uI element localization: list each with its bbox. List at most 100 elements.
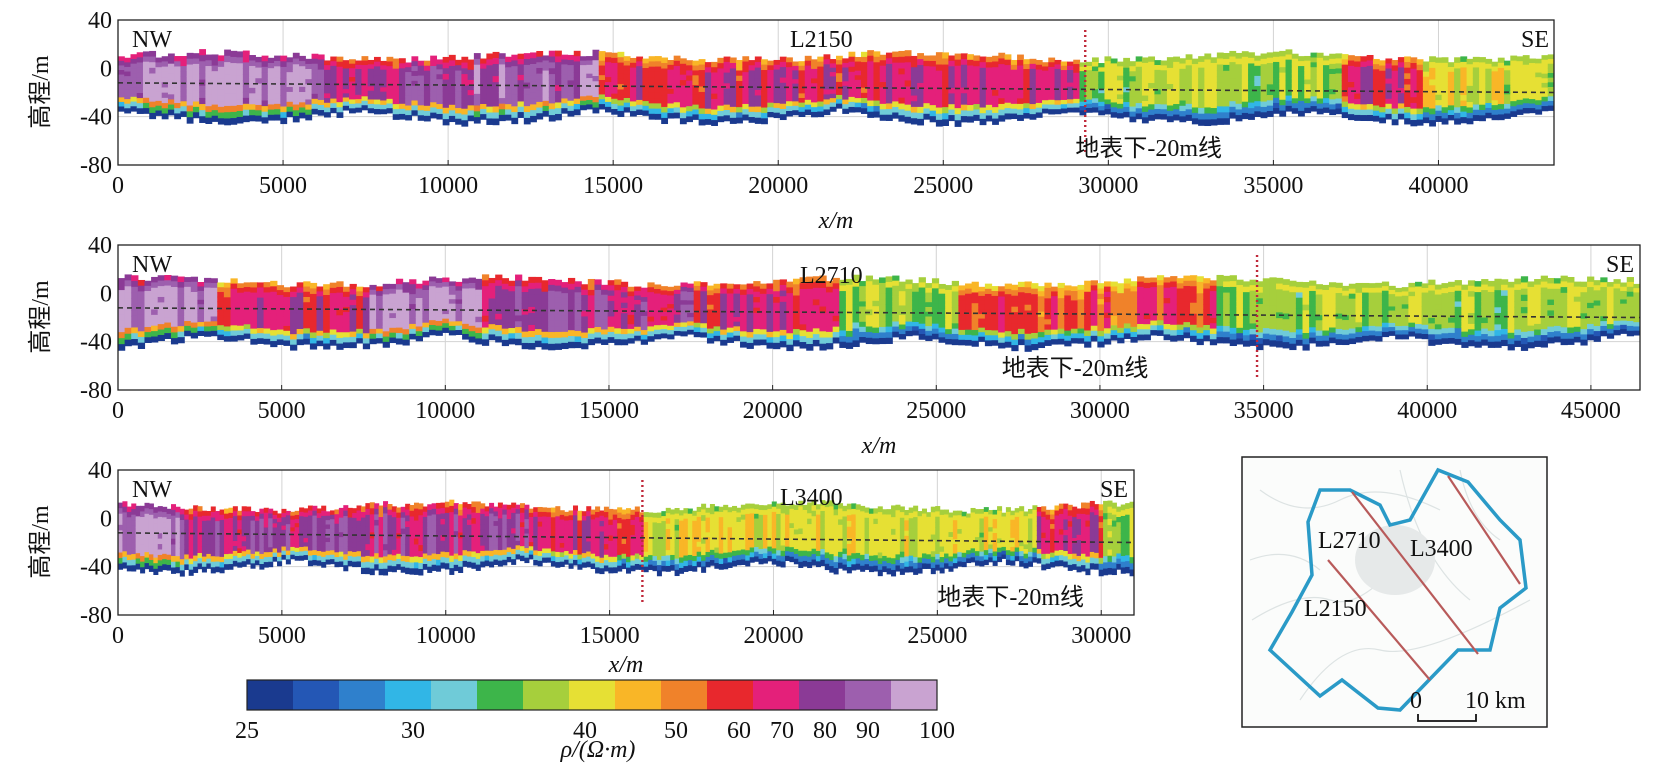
resistivity-cell (448, 299, 457, 305)
resistivity-cell (274, 66, 281, 73)
resistivity-cell (879, 288, 887, 295)
resistivity-cell (1491, 109, 1499, 116)
resistivity-cell (542, 70, 550, 77)
resistivity-cell (395, 278, 404, 285)
resistivity-cell (687, 304, 695, 310)
resistivity-cell (323, 316, 331, 323)
resistivity-cell (673, 306, 682, 312)
resistivity-cell (1183, 285, 1191, 292)
resistivity-cell (283, 301, 291, 308)
resistivity-cell (1116, 108, 1124, 114)
resistivity-cell (1067, 70, 1074, 75)
resistivity-cell (161, 87, 169, 94)
resistivity-cell (1269, 288, 1277, 296)
resistivity-cell (184, 321, 192, 327)
resistivity-cell (885, 326, 893, 333)
resistivity-cell (256, 287, 265, 294)
resistivity-cell (217, 83, 225, 91)
resistivity-cell (1150, 296, 1158, 303)
resistivity-cell (1110, 305, 1118, 312)
resistivity-cell (1360, 61, 1368, 68)
resistivity-cell (1079, 79, 1087, 85)
resistivity-cell (945, 329, 953, 335)
resistivity-cell (1329, 84, 1337, 90)
resistivity-cell (885, 86, 893, 93)
resistivity-cell (1322, 107, 1330, 113)
resistivity-cell (1504, 65, 1511, 71)
resistivity-cell (1322, 98, 1330, 104)
resistivity-cell (336, 102, 344, 108)
resistivity-cell (761, 80, 768, 87)
resistivity-cell (1051, 296, 1059, 302)
resistivity-cell (1048, 66, 1056, 73)
resistivity-cell (1347, 114, 1355, 121)
resistivity-cell (290, 291, 298, 298)
resistivity-cell (1454, 73, 1461, 81)
resistivity-cell (1084, 280, 1092, 287)
resistivity-cell (620, 297, 629, 304)
resistivity-cell (1304, 84, 1312, 90)
resistivity-cell (1091, 80, 1099, 86)
resistivity-cell (1204, 101, 1212, 109)
resistivity-cell (586, 100, 594, 106)
resistivity-cell (748, 75, 756, 82)
resistivity-cell (1079, 62, 1087, 68)
resistivity-cell (303, 328, 311, 335)
resistivity-cell (417, 95, 425, 101)
resistivity-cell (823, 109, 831, 116)
resistivity-cell (237, 297, 245, 303)
resistivity-cell (1137, 323, 1145, 330)
resistivity-cell (389, 327, 397, 334)
resistivity-cell (317, 59, 325, 66)
resistivity-cell (885, 332, 893, 339)
resistivity-cell (1051, 300, 1059, 307)
resistivity-cell (812, 287, 821, 295)
resistivity-cell (978, 304, 986, 311)
resistivity-cell (161, 97, 169, 104)
resistivity-cell (517, 106, 525, 113)
resistivity-cell (242, 115, 250, 123)
resistivity-cell (362, 287, 371, 293)
resistivity-cell (740, 310, 748, 317)
resistivity-cell (1085, 61, 1093, 67)
resistivity-cell (475, 333, 483, 340)
resistivity-cell (1042, 91, 1049, 97)
resistivity-cell (627, 324, 635, 330)
resistivity-cell (542, 100, 550, 107)
resistivity-cell (1023, 68, 1031, 75)
resistivity-cell (151, 331, 159, 338)
resistivity-cell (859, 316, 867, 323)
resistivity-cell (567, 75, 575, 81)
resistivity-cell (1510, 111, 1518, 117)
resistivity-cell (161, 61, 169, 68)
resistivity-cell (954, 96, 962, 103)
resistivity-cell (180, 111, 188, 117)
resistivity-cell (773, 325, 781, 332)
resistivity-cell (1410, 68, 1418, 76)
resistivity-cell (1210, 85, 1218, 92)
resistivity-cell (1198, 73, 1205, 80)
resistivity-cell (581, 343, 589, 350)
resistivity-cell (1273, 82, 1280, 89)
resistivity-cell (1135, 71, 1143, 78)
resistivity-cell (823, 54, 831, 60)
resistivity-cell (938, 327, 946, 334)
resistivity-cell (1129, 61, 1137, 67)
resistivity-cell (130, 54, 138, 60)
resistivity-cell (1435, 105, 1443, 112)
resistivity-cell (230, 304, 238, 311)
resistivity-cell (867, 89, 875, 96)
resistivity-cell (405, 91, 413, 97)
resistivity-cell (442, 68, 450, 75)
resistivity-cell (1004, 70, 1012, 77)
resistivity-cell (1242, 281, 1251, 288)
resistivity-cell (349, 108, 356, 114)
resistivity-cell (511, 71, 519, 79)
resistivity-cell (1104, 99, 1112, 105)
resistivity-cell (534, 282, 543, 290)
resistivity-cell (1242, 286, 1251, 293)
resistivity-cell (767, 60, 775, 66)
resistivity-cell (1410, 102, 1418, 110)
resistivity-cell (274, 114, 281, 121)
resistivity-cell (131, 310, 139, 317)
